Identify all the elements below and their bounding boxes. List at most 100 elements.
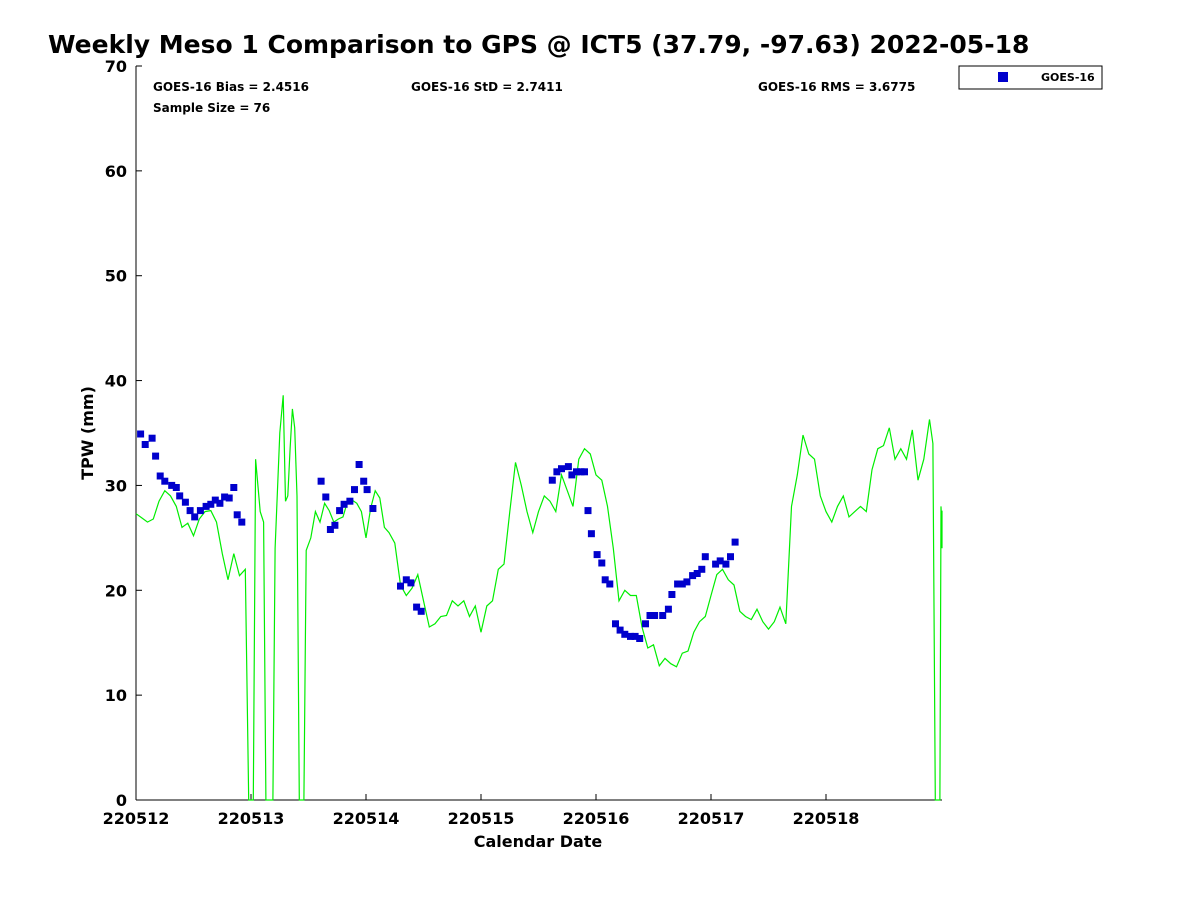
legend-box [958,65,1103,90]
goes-point [336,507,344,515]
goes-point [584,507,592,515]
x-tick-label: 220514 [333,809,400,828]
goes-point [216,499,224,507]
goes-point [340,500,348,508]
goes-point [612,620,619,628]
goes-point [587,530,595,538]
goes-point [221,493,229,501]
goes-point [363,486,371,494]
goes-point [731,538,739,546]
goes-point [593,551,601,559]
goes-point [238,518,246,526]
goes-point [581,468,588,476]
goes-point [621,630,629,638]
x-ticks: 220512 220513 220514 220515 220516 220517 2205… [103,794,860,828]
goes-point [152,452,160,460]
goes-point [573,468,580,476]
goes-point [689,572,697,580]
y-tick-label: 20 [105,581,127,600]
goes-point [172,484,180,491]
goes-point [141,441,149,448]
y-tick-label: 10 [105,686,127,705]
goes-point [346,497,354,505]
goes-point [225,494,233,502]
rms-stat: GOES-16 RMS = 3.6775 [758,80,915,94]
goes-point [568,471,576,479]
y-axis-label: TPW (mm) [78,386,97,480]
x-tick-label: 220517 [678,809,745,828]
goes-point [548,476,556,484]
goes-point [598,559,606,567]
goes-point [207,500,215,508]
goes-point [564,463,572,471]
goes-point [196,507,204,515]
goes-point [156,472,164,480]
legend: GOES-16 [958,65,1103,90]
goes-point [698,565,706,573]
y-tick-label: 60 [105,162,127,181]
goes-point [176,492,184,500]
y-ticks: 0 10 20 30 40 50 60 70 [105,57,142,810]
goes-point [693,570,701,577]
gps-line [135,395,943,801]
goes-point [636,635,644,642]
goes-point [369,505,377,512]
goes-point [716,557,724,565]
plot-area [135,66,942,801]
goes-point [642,620,649,628]
goes-point [137,430,145,438]
goes-point [402,576,410,584]
goes-point [413,603,421,611]
y-tick-label: 50 [105,267,127,286]
goes-point [202,502,210,510]
goes-point [668,591,676,598]
x-tick-label: 220515 [448,809,515,828]
goes-point [646,612,654,619]
goes-point [683,578,691,586]
goes-point [606,580,614,588]
goes-point [631,632,639,640]
bias-stat: GOES-16 Bias = 2.4516 [153,80,309,94]
goes-point [360,477,368,485]
goes-point [148,434,156,442]
goes-point [233,511,241,519]
goes-point [407,579,415,587]
y-tick-label: 0 [116,791,127,810]
goes-point [558,465,565,473]
goes-point [181,498,189,506]
goes-point [355,461,363,468]
goes-point [322,493,330,501]
goes-point [678,580,686,588]
y-tick-label: 40 [105,372,127,391]
goes-point [326,526,334,533]
goes-point [722,560,730,568]
gps-series [135,395,943,801]
goes-point [351,486,358,494]
goes-point [553,468,561,476]
chart-title: Weekly Meso 1 Comparison to GPS @ ICT5 (… [48,30,1030,59]
x-tick-label: 220512 [103,809,170,828]
goes-point [616,626,624,634]
goes-point [191,513,199,521]
goes-point [627,632,634,640]
y-tick-label: 70 [105,57,127,76]
goes-point [651,612,659,619]
goes-point [397,582,404,590]
std-stat: GOES-16 StD = 2.7411 [411,80,563,94]
goes-point [712,560,720,568]
goes-point [230,484,238,491]
sample-size-stat: Sample Size = 76 [153,101,270,115]
goes-point [601,576,609,584]
legend-marker-goes [998,72,1008,82]
x-tick-label: 220518 [793,809,860,828]
x-axis-label: Calendar Date [474,832,603,851]
goes-point [664,605,672,613]
goes-point [168,481,176,489]
x-tick-label: 220516 [563,809,630,828]
legend-label-goes: GOES-16 [1041,71,1095,84]
goes-point [674,580,682,588]
goes-point [211,496,219,504]
y-tick-label: 30 [105,476,127,495]
goes-point [701,553,709,561]
